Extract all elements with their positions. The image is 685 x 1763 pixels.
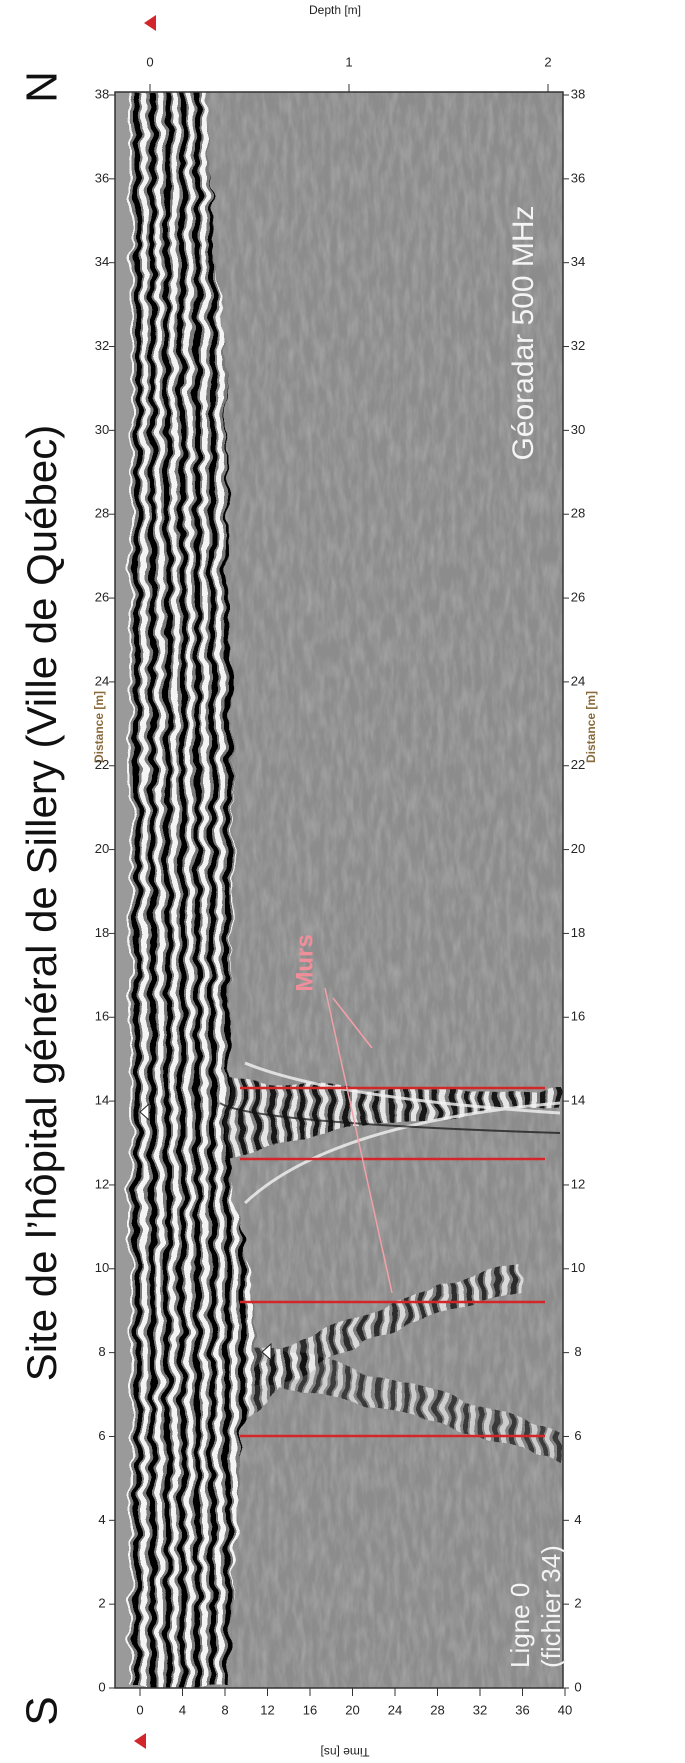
distance-tick-label: 10 xyxy=(95,1260,109,1275)
distance-tick-label: 36 xyxy=(95,170,109,185)
distance-tick-label: 20 xyxy=(95,841,109,856)
pointer xyxy=(324,987,393,1294)
reflection-band xyxy=(130,92,560,1688)
distance-tick-label: 38 xyxy=(95,86,109,101)
depth-axis-title: Depth [m] xyxy=(309,3,361,17)
time-tick-label: 16 xyxy=(303,1702,317,1717)
time-tick-label: 8 xyxy=(221,1702,228,1717)
distance-tick-label: 32 xyxy=(95,338,109,353)
distance-axis-title: Distance [m] xyxy=(584,691,598,763)
distance-tick-label: 16 xyxy=(95,1009,109,1024)
distance-tick-label: 12 xyxy=(95,1176,109,1191)
distance-tick-label: 18 xyxy=(95,925,109,940)
time-axis-title: Time [ns] xyxy=(321,1745,370,1759)
air-layer xyxy=(115,92,133,1688)
hyperbola xyxy=(219,1102,561,1134)
distance-tick-label: 8 xyxy=(98,1344,105,1359)
distance-tick-label: 14 xyxy=(95,1093,109,1108)
profile-line: Ligne 0 xyxy=(505,1583,535,1668)
time-tick-label: 32 xyxy=(473,1702,487,1717)
distance-tick-label: 6 xyxy=(574,1428,581,1443)
depth-tick-label: 0 xyxy=(146,54,153,69)
distance-axis-title: Distance [m] xyxy=(92,691,106,763)
direction-start: S xyxy=(18,1696,67,1725)
distance-tick-label: 24 xyxy=(95,673,109,688)
wall-lines xyxy=(240,1086,545,1438)
rotated-figure: Murs Site de l’hôpital général de Siller… xyxy=(18,3,599,1759)
time-tick-label: 24 xyxy=(388,1702,402,1717)
instrument: Géoradar 500 MHz xyxy=(507,205,540,460)
direction-end: N xyxy=(18,71,67,103)
distance-tick-label: 30 xyxy=(571,422,585,437)
distance-tick-label: 34 xyxy=(95,254,109,269)
time-tick-label: 0 xyxy=(136,1702,143,1717)
distance-tick-label: 0 xyxy=(98,1679,105,1694)
plot-frame xyxy=(114,91,564,1689)
distance-tick-label: 20 xyxy=(571,841,585,856)
distance-tick-label: 6 xyxy=(98,1428,105,1443)
distance-tick-label: 8 xyxy=(574,1344,581,1359)
distance-tick-label: 36 xyxy=(571,170,585,185)
time-tick-label: 4 xyxy=(179,1702,186,1717)
annotation-pointers xyxy=(324,987,393,1294)
distance-tick-label: 28 xyxy=(571,506,585,521)
distance-tick-label: 16 xyxy=(571,1009,585,1024)
time-tick-label: 12 xyxy=(260,1702,274,1717)
distance-tick-label: 26 xyxy=(571,589,585,604)
distance-tick-label: 14 xyxy=(571,1093,585,1108)
distance-tick-label: 10 xyxy=(571,1260,585,1275)
distance-tick-label: 38 xyxy=(571,86,585,101)
distance-tick-label: 2 xyxy=(574,1596,581,1611)
depth-tick-label: 1 xyxy=(345,54,352,69)
distance-tick-label: 18 xyxy=(571,925,585,940)
annotation: Murs xyxy=(291,934,318,991)
marker xyxy=(261,1342,272,1362)
distance-tick-label: 34 xyxy=(571,254,585,269)
distance-tick-label: 4 xyxy=(574,1512,581,1527)
time-tick-label: 20 xyxy=(345,1702,359,1717)
profile-file: (fichier 34) xyxy=(536,1545,566,1668)
distance-tick-label: 26 xyxy=(95,589,109,604)
time-tick-label: 40 xyxy=(558,1702,572,1717)
distance-tick-label: 32 xyxy=(571,338,585,353)
distance-tick-label: 30 xyxy=(95,422,109,437)
distance-tick-label: 12 xyxy=(571,1176,585,1191)
marker xyxy=(139,1102,150,1122)
time-tick-label: 36 xyxy=(515,1702,529,1717)
distance-tick-label: 22 xyxy=(95,757,109,772)
hyperbola xyxy=(243,1061,561,1205)
distance-tick-label: 4 xyxy=(98,1512,105,1527)
radargram xyxy=(115,92,563,1688)
depth-tick-label: 2 xyxy=(544,54,551,69)
distance-tick-label: 28 xyxy=(95,506,109,521)
distance-tick-label: 2 xyxy=(98,1596,105,1611)
time-tick-label: 28 xyxy=(430,1702,444,1717)
zero-marker xyxy=(144,15,156,31)
distance-tick-label: 0 xyxy=(574,1679,581,1694)
title: Site de l’hôpital général de Sillery (Vi… xyxy=(18,425,65,1381)
pointer xyxy=(332,997,373,1049)
zero-marker xyxy=(134,1733,146,1749)
distance-tick-label: 22 xyxy=(571,757,585,772)
distance-tick-label: 24 xyxy=(571,673,585,688)
